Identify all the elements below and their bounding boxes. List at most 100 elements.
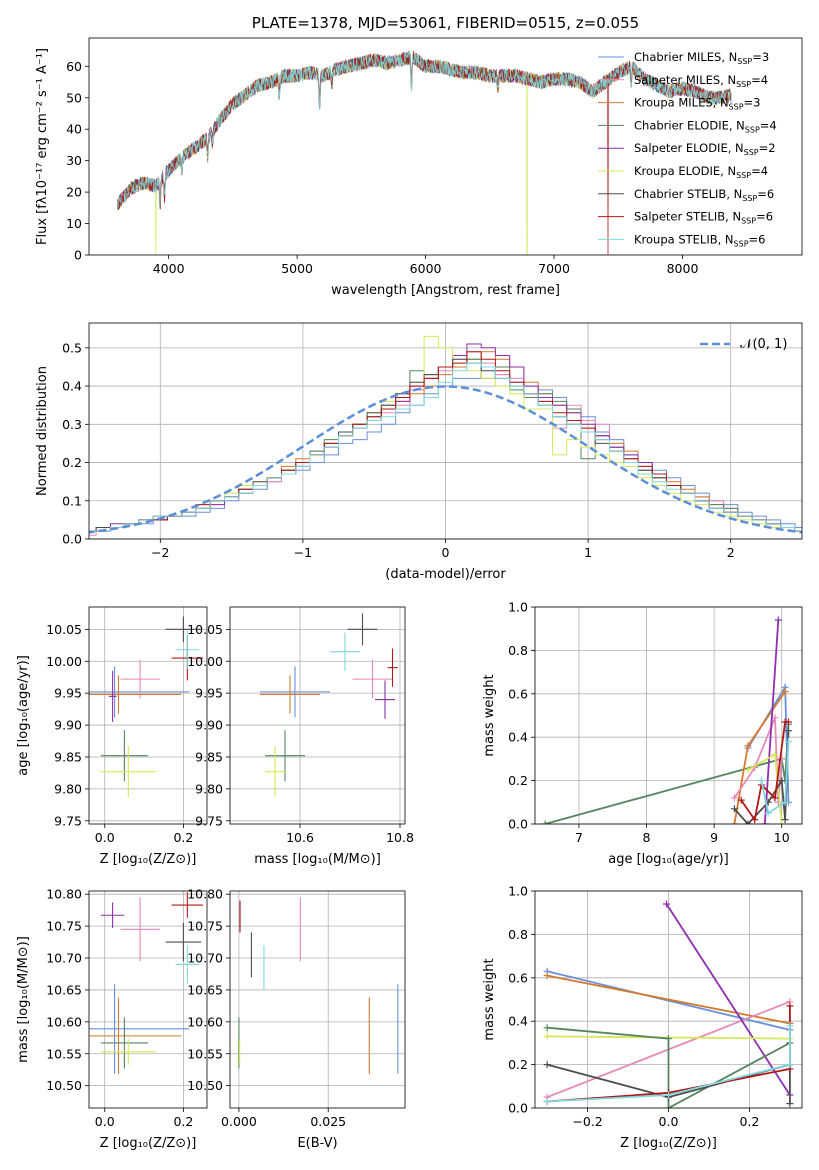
y-tick-label: 10.60 (187, 1014, 223, 1029)
y-tick-label: 0.4 (62, 379, 82, 394)
legend-count: =6 (757, 187, 774, 201)
weight-marker (784, 727, 792, 735)
legend: 𝒩(0, 1) (700, 337, 787, 352)
grid-lines (535, 606, 802, 825)
y-tick-label: 10.75 (187, 919, 223, 934)
x-tick-label: 0.0 (95, 830, 115, 845)
weight-marker (665, 1091, 672, 1099)
legend-text: Kroupa STELIB, N (634, 232, 734, 246)
weight-marker (778, 820, 786, 824)
x-tick-label: 10.6 (286, 830, 314, 845)
grid-lines (230, 891, 405, 1108)
weight-marker (543, 1032, 551, 1040)
y-axis-label: mass weight (482, 674, 497, 756)
weight-marker (737, 796, 745, 804)
legend-label: Kroupa MILES, NSSP=3 (634, 96, 760, 112)
y-tick-label: 0.6 (508, 970, 528, 985)
weight-line (665, 903, 791, 1096)
y-tick-label: 0.4 (508, 730, 528, 745)
weight-marker (541, 820, 549, 824)
figure-title: PLATE=1378, MJD=53061, FIBERID=0515, z=0… (252, 14, 639, 32)
weight-marker (786, 1100, 794, 1108)
y-tick-label: 1.0 (508, 884, 528, 899)
y-tick-label: 0.8 (508, 927, 528, 942)
y-tick-label: 0.5 (62, 340, 82, 355)
x-tick-label: 7 (575, 830, 583, 845)
x-tick-label: −2 (151, 545, 169, 560)
y-tick-label: 0.8 (508, 643, 528, 658)
grid-lines (89, 891, 207, 1108)
mass-vs-Z-panel: 0.0 0.2 10.50 10.55 10.60 10.65 10.70 10.75 10.8… (16, 887, 208, 1151)
weight-line (546, 974, 791, 1025)
legend-count: =3 (744, 96, 761, 110)
x-tick-label: 4000 (153, 261, 185, 276)
x-tick-label: 0 (442, 545, 450, 560)
error-bars (238, 897, 399, 1075)
y-tick-label: 0.0 (508, 817, 528, 832)
x-axis-label: Z [log₁₀(Z/Z⊙)] (100, 1136, 197, 1151)
legend-label: Kroupa ELODIE, NSSP=4 (634, 164, 768, 180)
weight-marker (751, 816, 759, 824)
x-tick-label: 0.0 (659, 1114, 679, 1129)
weight-marker (543, 972, 551, 980)
weight-marker (774, 798, 782, 806)
legend-count: =2 (759, 141, 776, 155)
histograms (89, 335, 802, 536)
y-tick-label: 10.70 (187, 951, 223, 966)
weight-marker (665, 1035, 672, 1043)
legend-text: Salpeter MILES, N (634, 73, 736, 87)
weight-marker (744, 766, 752, 774)
x-tick-label: 8 (643, 830, 651, 845)
y-tick-label: 0.2 (508, 1057, 528, 1072)
weight-marker (781, 688, 789, 696)
legend-count: =6 (756, 210, 773, 224)
x-tick-label: 0.2 (173, 830, 193, 845)
legend-subscript: SSP (736, 80, 751, 89)
legend-text: Kroupa ELODIE, N (634, 164, 736, 178)
y-tick-label: 9.75 (195, 813, 223, 828)
x-tick-label: 9 (710, 830, 718, 845)
axes-frame (88, 322, 803, 540)
legend-subscript: SSP (737, 57, 752, 66)
axes-frame (229, 890, 406, 1109)
legend-text: Chabrier ELODIE, N (634, 118, 745, 132)
legend-subscript: SSP (734, 239, 749, 248)
weight-marker (761, 820, 769, 824)
y-tick-label: 10.55 (187, 1046, 223, 1061)
x-tick-label: 7000 (538, 261, 570, 276)
weight-marker (774, 616, 782, 624)
weight-line (546, 970, 791, 1031)
error-bars (260, 613, 398, 798)
y-tick-label: 9.95 (195, 686, 223, 701)
weight-line (547, 1026, 791, 1108)
legend-text: Kroupa MILES, N (634, 96, 729, 110)
legend-subscript: SSP (744, 148, 759, 157)
spectrum-line (116, 50, 732, 208)
grid-lines (89, 607, 207, 824)
error-bars (89, 616, 204, 798)
age-vs-Z-panel: 0.0 0.2 9.75 9.80 9.85 9.90 9.95 10.00 10.05 Z [l… (16, 606, 208, 867)
histogram-step (89, 362, 802, 532)
y-tick-label: 10.00 (187, 654, 223, 669)
y-tick-label: 10.75 (46, 919, 82, 934)
legend-text: Chabrier MILES, N (634, 50, 737, 64)
y-tick-label: 9.85 (195, 749, 223, 764)
axes-frame (229, 606, 406, 825)
weight-marker (764, 809, 772, 817)
y-tick-label: 0.4 (508, 1014, 528, 1029)
axes-frame (88, 890, 208, 1109)
axes-frame (534, 890, 803, 1109)
y-axis-label: age [log₁₀(age/yr)] (16, 655, 31, 776)
x-tick-label: 0.2 (739, 1114, 759, 1129)
weight-lines (541, 616, 792, 824)
y-tick-label: 10.70 (46, 951, 82, 966)
y-tick-label: 10.50 (187, 1078, 223, 1093)
weight-marker (757, 777, 765, 785)
y-tick-label: 1.0 (508, 600, 528, 615)
x-tick-label: 0.000 (221, 1114, 257, 1129)
axes-frame (534, 606, 803, 825)
y-tick-label: 10.80 (187, 887, 223, 902)
y-tick-label: 60 (66, 59, 82, 74)
